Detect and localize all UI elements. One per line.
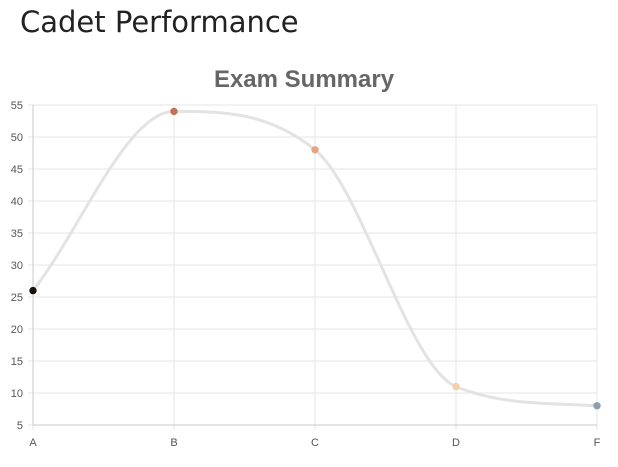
y-tick-label: 35 <box>11 228 23 240</box>
axes: 5 10 15 20 25 30 35 40 45 50 55 A B C D F <box>11 100 601 449</box>
data-point-a[interactable] <box>29 286 37 295</box>
y-tick-label: 30 <box>11 260 23 272</box>
y-tick-label: 40 <box>11 196 23 208</box>
series-points-group <box>29 107 601 410</box>
x-tick-label: A <box>29 437 37 449</box>
y-tick-label: 50 <box>11 132 23 144</box>
y-tick-label: 10 <box>11 388 23 400</box>
data-point-d[interactable] <box>452 382 460 391</box>
chart-title: Exam Summary <box>214 66 395 93</box>
grid <box>28 104 598 430</box>
y-tick-label: 5 <box>17 420 23 432</box>
x-tick-label: F <box>594 437 601 449</box>
y-tick-label: 15 <box>11 356 23 368</box>
y-tick-label: 45 <box>11 164 23 176</box>
x-tick-label: B <box>170 437 177 449</box>
data-point-f[interactable] <box>593 402 601 410</box>
y-tick-label: 55 <box>11 100 23 112</box>
y-tick-label: 20 <box>11 324 23 336</box>
x-tick-label: C <box>311 437 319 449</box>
y-tick-label: 25 <box>11 292 23 304</box>
page-title: Cadet Performance <box>20 5 299 39</box>
data-point-c[interactable] <box>311 146 319 154</box>
data-point-b[interactable] <box>170 107 178 116</box>
x-tick-label: D <box>452 437 460 449</box>
